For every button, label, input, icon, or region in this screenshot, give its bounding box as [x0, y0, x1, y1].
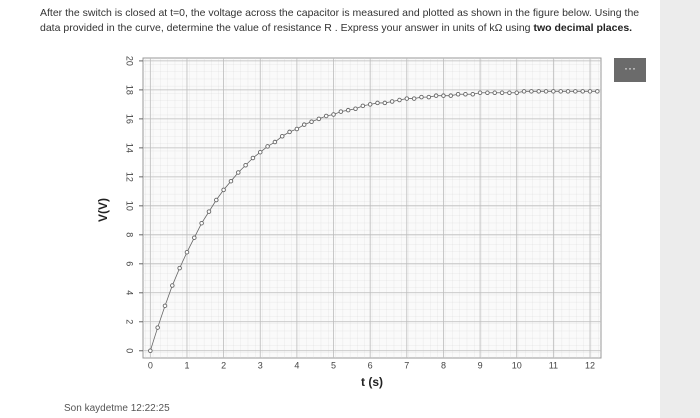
data-point	[192, 235, 197, 240]
data-point	[279, 134, 285, 139]
question-text: After the switch is closed at t=0, the v…	[40, 7, 640, 34]
data-point	[345, 107, 351, 113]
data-point	[470, 91, 476, 97]
data-point	[565, 89, 571, 94]
data-point	[367, 102, 373, 107]
minor-grid	[143, 58, 601, 358]
data-point	[514, 90, 519, 96]
data-point	[162, 303, 168, 309]
data-point	[236, 170, 241, 175]
x-tick-label: 7	[404, 360, 409, 370]
data-point	[206, 209, 212, 214]
data-point	[155, 325, 160, 330]
data-point	[177, 265, 182, 271]
y-tick-label: 10	[125, 201, 135, 211]
question-emphasis: two decimal places.	[533, 22, 633, 34]
data-point	[301, 122, 307, 127]
data-point	[294, 126, 300, 132]
y-tick-label: 18	[125, 85, 135, 95]
x-tick-label: 12	[585, 360, 595, 370]
data-point	[558, 89, 563, 94]
data-point	[243, 162, 248, 168]
data-point	[338, 109, 344, 114]
x-tick-label: 3	[258, 360, 263, 370]
data-point	[228, 178, 234, 184]
data-point	[536, 89, 541, 94]
y-tick-label: 16	[125, 114, 135, 124]
x-axis-label: t (s)	[361, 375, 383, 389]
data-point	[375, 100, 380, 106]
data-point	[170, 283, 175, 288]
y-tick-label: 2	[125, 319, 135, 324]
data-point	[477, 90, 483, 96]
data-point	[214, 197, 219, 203]
data-point	[529, 89, 534, 94]
data-point	[543, 89, 549, 94]
data-point	[250, 155, 256, 161]
data-point	[397, 97, 402, 103]
y-tick-label: 20	[125, 56, 135, 66]
data-point	[499, 90, 505, 96]
x-tick-label: 8	[441, 360, 446, 370]
data-point	[331, 112, 336, 117]
y-tick-label: 14	[125, 143, 135, 153]
data-point	[587, 89, 593, 94]
x-tick-label: 2	[221, 360, 226, 370]
y-tick-label: 4	[125, 290, 135, 295]
data-point	[455, 91, 461, 97]
data-point	[353, 106, 358, 111]
data-point	[521, 89, 527, 94]
data-point	[404, 96, 410, 101]
data-point	[507, 90, 512, 96]
data-point	[595, 89, 600, 94]
data-point	[382, 100, 388, 106]
data-point	[419, 94, 424, 100]
data-point	[287, 129, 292, 135]
x-tick-label: 0	[148, 360, 153, 370]
data-point	[257, 149, 263, 155]
data-point	[316, 116, 322, 122]
x-tick-label: 10	[512, 360, 522, 370]
data-point	[485, 90, 490, 96]
y-tick-label: 6	[125, 261, 135, 266]
data-point	[272, 139, 278, 145]
data-point	[441, 93, 446, 98]
data-point	[492, 90, 497, 96]
data-point	[573, 89, 578, 94]
data-point	[580, 89, 585, 94]
data-point	[199, 220, 204, 226]
data-point	[221, 187, 226, 193]
save-status: Son kaydetme 12:22:25	[64, 403, 170, 414]
data-point	[389, 99, 395, 104]
data-point	[433, 93, 439, 98]
x-tick-label: 11	[549, 360, 558, 370]
data-point	[411, 96, 417, 101]
data-point	[360, 103, 366, 109]
y-tick-label: 0	[125, 348, 135, 353]
x-tick-label: 4	[294, 360, 299, 370]
menu-button[interactable]: ···	[614, 58, 646, 82]
data-point	[309, 119, 314, 125]
data-point	[426, 94, 432, 100]
data-point	[265, 144, 270, 149]
data-point	[551, 89, 556, 94]
data-point	[323, 113, 329, 119]
data-point	[184, 249, 190, 255]
x-tick-label: 5	[331, 360, 336, 370]
data-point	[148, 348, 153, 354]
x-tick-label: 6	[368, 360, 373, 370]
y-tick-label: 8	[125, 232, 135, 237]
question: After the switch is closed at t=0, the v…	[40, 6, 650, 36]
x-tick-label: 9	[478, 360, 483, 370]
y-axis-label: V(V)	[96, 198, 110, 222]
x-tick-label: 1	[184, 360, 189, 370]
data-point	[448, 93, 454, 98]
data-point	[463, 91, 468, 97]
y-tick-label: 12	[125, 172, 135, 182]
